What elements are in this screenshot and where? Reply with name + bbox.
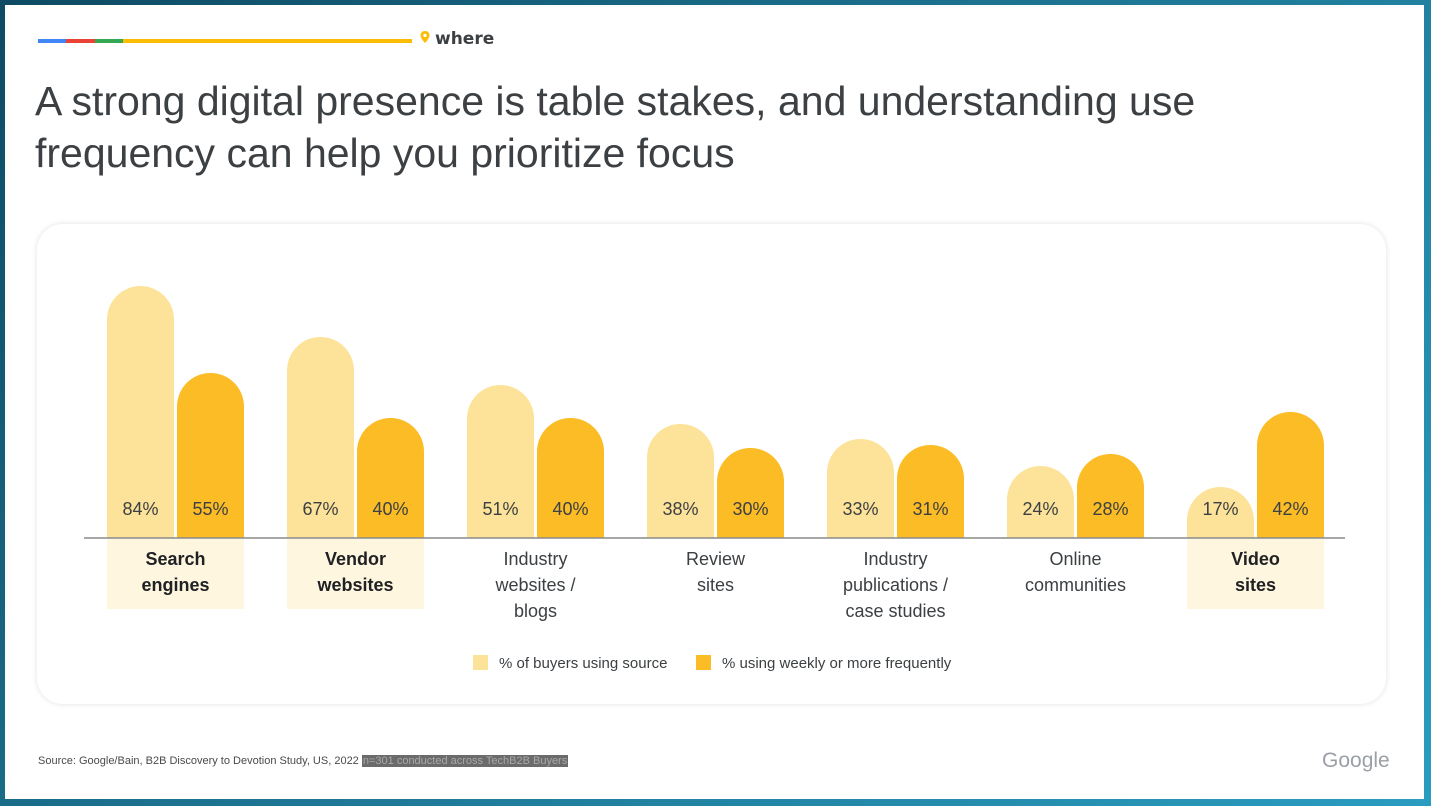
- bar: [177, 373, 244, 538]
- category-label: publications /: [843, 575, 948, 595]
- chart-card: 84% 55% Search engines 67% 40% Vendor websites 5…: [37, 224, 1386, 704]
- location-pin-icon: [420, 31, 430, 43]
- bar: [537, 418, 604, 538]
- category-label: Industry: [863, 549, 927, 569]
- category-label: Search: [145, 549, 205, 569]
- legend-label: % using weekly or more frequently: [722, 655, 952, 672]
- legend-label: % of buyers using source: [499, 655, 667, 672]
- category-label: Vendor: [325, 549, 386, 569]
- bar: [107, 286, 174, 538]
- section-label: where: [435, 29, 495, 49]
- google-logo: Google: [1322, 749, 1390, 772]
- category-label: engines: [141, 575, 209, 595]
- category-label: websites /: [494, 575, 575, 595]
- category-label: Review: [686, 549, 746, 569]
- highlight-band: [287, 539, 424, 609]
- data-label: 40%: [552, 499, 588, 519]
- data-label: 84%: [122, 499, 158, 519]
- data-label: 17%: [1202, 499, 1238, 519]
- title-line-1: A strong digital presence is table stake…: [35, 78, 1196, 124]
- source-note: Source: Google/Bain, B2B Discovery to De…: [38, 755, 569, 767]
- bar: [467, 385, 534, 538]
- slide: where A strong digital presence is table…: [5, 5, 1424, 799]
- category-label: communities: [1025, 575, 1126, 595]
- highlight-band: [107, 539, 244, 609]
- bar: [647, 424, 714, 538]
- brand-line-blue: [38, 39, 66, 43]
- brand-color-line: [38, 39, 412, 43]
- data-label: 38%: [662, 499, 698, 519]
- category-label: Industry: [503, 549, 567, 569]
- category-label: Online: [1049, 549, 1101, 569]
- data-label: 67%: [302, 499, 338, 519]
- brand-line-yellow: [123, 39, 412, 43]
- category-label: websites: [316, 575, 393, 595]
- source-text: Source: Google/Bain, B2B Discovery to De…: [38, 755, 359, 767]
- category-label: sites: [697, 575, 734, 595]
- data-label: 28%: [1092, 499, 1128, 519]
- page-title: A strong digital presence is table stake…: [35, 75, 1355, 179]
- data-label: 51%: [482, 499, 518, 519]
- category-label: Video: [1231, 549, 1280, 569]
- data-label: 42%: [1272, 499, 1308, 519]
- legend-swatch: [696, 655, 711, 670]
- brand-line-green: [95, 39, 123, 43]
- bar: [717, 448, 784, 538]
- brand-line-red: [66, 39, 95, 43]
- title-line-2: frequency can help you prioritize focus: [35, 130, 735, 176]
- data-label: 31%: [912, 499, 948, 519]
- bar: [1077, 454, 1144, 538]
- category-label: blogs: [514, 601, 557, 621]
- data-label: 33%: [842, 499, 878, 519]
- category-label: case studies: [845, 601, 945, 621]
- bar: [827, 439, 894, 538]
- bar: [897, 445, 964, 538]
- data-label: 40%: [372, 499, 408, 519]
- data-label: 24%: [1022, 499, 1058, 519]
- bar: [1257, 412, 1324, 538]
- bar-chart: 84% 55% Search engines 67% 40% Vendor websites 5…: [84, 286, 1345, 672]
- data-label: 55%: [192, 499, 228, 519]
- bar: [357, 418, 424, 538]
- legend-swatch: [473, 655, 488, 670]
- data-label: 30%: [732, 499, 768, 519]
- bar: [1007, 466, 1074, 538]
- category-label: sites: [1235, 575, 1276, 595]
- highlight-band: [1187, 539, 1324, 609]
- bar: [1187, 487, 1254, 538]
- bar: [287, 337, 354, 538]
- sample-note: n=301 conducted across TechB2B Buyers: [361, 755, 569, 767]
